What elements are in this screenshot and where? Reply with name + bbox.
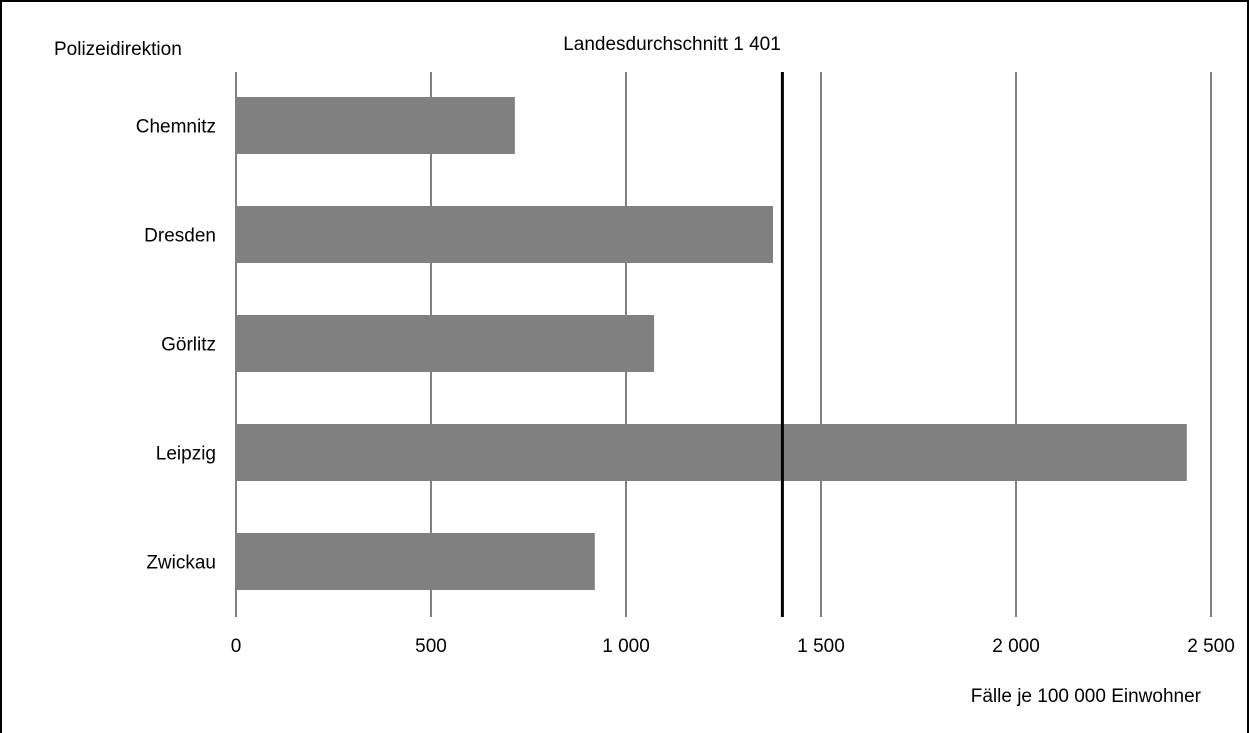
tick-label-0: 0 <box>231 636 242 657</box>
category-labels: Chemnitz Dresden Görlitz Leipzig Zwickau <box>136 117 216 574</box>
category-label-gorlitz: Görlitz <box>161 335 216 356</box>
bar-leipzig <box>236 424 1187 481</box>
tick-label-1000: 1 000 <box>602 636 650 657</box>
reference-line-label: Landesdurchschnitt 1 401 <box>563 34 781 55</box>
tick-label-500: 500 <box>415 636 447 657</box>
category-label-chemnitz: Chemnitz <box>136 117 216 138</box>
bar-chemnitz <box>236 97 515 154</box>
x-axis-title: Fälle je 100 000 Einwohner <box>971 686 1202 707</box>
category-axis-title: Polizeidirektion <box>54 39 182 60</box>
tick-label-2000: 2 000 <box>992 636 1040 657</box>
category-label-leipzig: Leipzig <box>156 444 216 465</box>
tick-label-2500: 2 500 <box>1187 636 1235 657</box>
tick-label-1500: 1 500 <box>797 636 845 657</box>
category-label-dresden: Dresden <box>144 226 216 247</box>
bars <box>236 97 1187 590</box>
bar-dresden <box>236 206 774 263</box>
bar-zwickau <box>236 533 595 590</box>
category-label-zwickau: Zwickau <box>146 553 216 574</box>
bar-gorlitz <box>236 315 655 372</box>
tick-labels: 0 500 1 000 1 500 2 000 2 500 <box>231 636 1235 657</box>
